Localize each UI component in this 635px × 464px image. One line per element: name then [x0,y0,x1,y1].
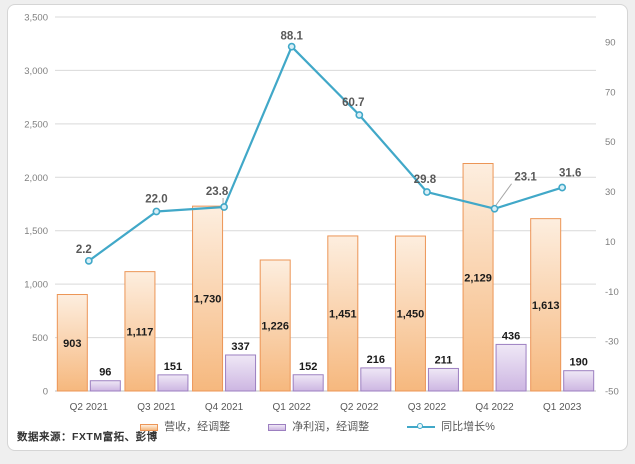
profit-bar-label: 436 [502,330,520,342]
revenue-bar-label: 1,730 [194,294,222,306]
growth-line [87,45,564,262]
left-axis-tick: 2,000 [24,173,48,184]
growth-point-Q3 2021 [152,207,161,216]
category-label-Q1 2023: Q1 2023 [543,402,582,413]
left-axis-tick: 500 [32,333,48,344]
left-axis-tick: 3,000 [24,66,48,77]
right-axis-tick: 70 [605,87,616,98]
chart-legend: 营收，经调整 净利润，经调整 同比增长% [8,418,627,436]
revenue-bar-label: 1,117 [126,326,153,338]
right-axis-tick: -10 [605,287,619,298]
profit-bar-Q1 2022 [292,374,324,392]
profit-bar-Q3 2021 [157,374,189,392]
legend-line-dot [417,423,424,429]
growth-point-label: 23.8 [206,186,229,198]
revenue-bar-label: 2,129 [464,272,492,284]
category-label-Q4 2022: Q4 2022 [475,402,514,413]
revenue-bar-Q3 2022 [394,235,426,392]
category-label-Q3 2021: Q3 2021 [137,402,176,413]
right-axis-tick: 30 [605,187,616,198]
profit-bar-Q2 2022 [360,367,392,392]
profit-bar-Q2 2021 [89,380,121,392]
combo-chart: 3,500 3,000 2,500 2,000 1,500 1,000 500 0 90 70 50… [24,13,619,414]
revenue-bar-Q2 2022 [327,235,359,392]
category-label-Q3 2022: Q3 2022 [408,402,447,413]
profit-bar-label: 216 [367,354,385,366]
revenue-bar-Q4 2022 [462,163,494,392]
growth-point-Q1 2023 [558,183,567,192]
profit-bar-Q3 2022 [427,367,459,392]
growth-point-label: 60.7 [342,97,364,109]
growth-point-label: 31.6 [559,168,581,180]
right-axis-tick: 90 [605,37,616,48]
revenue-bar-Q3 2021 [124,271,156,392]
profit-bar-label: 190 [570,357,588,369]
legend-item-profit: 净利润，经调整 [268,420,369,434]
legend-label: 净利润，经调整 [292,421,370,433]
revenue-bar-Q1 2022 [259,259,291,392]
left-axis-tick: 2,500 [24,119,48,130]
growth-point-label: 23.1 [514,172,537,184]
left-axis-tick: 1,500 [24,226,48,237]
legend-line-marker-icon [407,423,436,431]
revenue-bar-label: 903 [63,338,81,350]
legend-label: 同比增长% [441,421,495,433]
legend-item-revenue: 营收，经调整 [140,420,230,434]
label-leader-line [495,183,512,207]
growth-point-Q3 2022 [423,188,431,196]
growth-point-Q2 2022 [355,111,364,119]
growth-point-label: 2.2 [76,244,92,256]
growth-point-Q1 2022 [287,42,296,51]
profit-bar-Q4 2021 [225,354,257,392]
growth-point-label: 88.1 [280,31,303,43]
revenue-bar-label: 1,451 [329,308,357,320]
revenue-bar-label: 1,226 [261,320,289,332]
growth-point-label: 22.0 [145,193,167,205]
growth-point-Q4 2022 [490,204,499,213]
category-label-Q2 2022: Q2 2022 [340,402,379,413]
right-axis-tick: -30 [605,337,619,348]
data-source-note: 数据来源：FXTM富拓、彭博 [17,431,158,443]
profit-bar-Q1 2023 [563,370,595,392]
chart-card: 3,500 3,000 2,500 2,000 1,500 1,000 500 0 90 70 50… [7,4,628,451]
profit-bar-label: 151 [164,361,182,373]
profit-bar-Q4 2022 [495,343,527,392]
right-axis-tick: 50 [605,137,616,148]
category-label-Q1 2022: Q1 2022 [273,402,312,413]
profit-bar-label: 152 [299,361,317,373]
category-label-Q2 2021: Q2 2021 [70,402,109,413]
profit-bar-label: 337 [231,341,249,353]
right-axis-tick: -50 [605,387,619,398]
growth-point-label: 29.8 [414,174,437,186]
left-axis-tick: 0 [43,387,48,398]
legend-swatch-icon [268,423,287,431]
revenue-bar-Q2 2021 [56,294,88,392]
revenue-bar-label: 1,450 [397,309,425,321]
legend-swatch-icon [140,423,159,431]
revenue-bar-Q4 2021 [192,205,224,392]
left-axis-tick: 3,500 [24,13,48,24]
growth-point-Q2 2021 [84,256,93,265]
right-axis-tick: 10 [605,237,616,248]
category-label-Q4 2021: Q4 2021 [205,402,244,413]
revenue-bar-label: 1,613 [532,300,560,312]
growth-point-Q4 2021 [220,203,228,211]
left-axis-tick: 1,000 [24,280,48,291]
revenue-bar-Q1 2023 [530,218,562,392]
legend-label: 营收，经调整 [164,421,231,433]
profit-bar-label: 96 [99,367,111,379]
legend-item-growth: 同比增长% [407,420,495,434]
profit-bar-label: 211 [435,354,453,366]
